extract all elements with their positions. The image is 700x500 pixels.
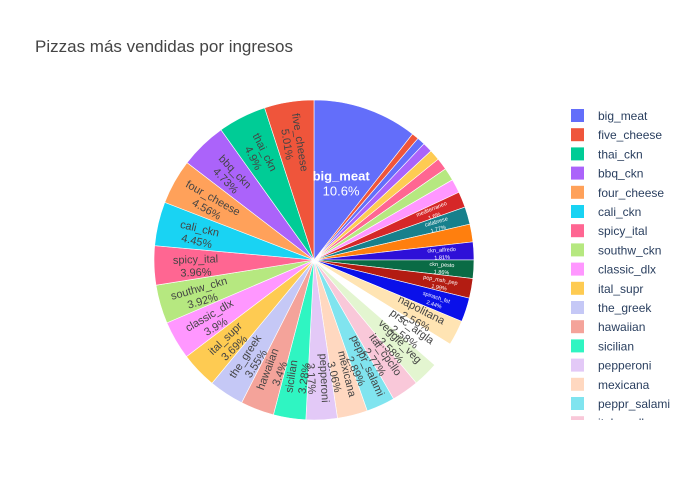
chart-title: Pizzas más vendidas por ingresos (35, 37, 293, 56)
slice-percent-label: 1.81% (434, 255, 450, 262)
slice-percent-label: 3.96% (180, 267, 212, 280)
legend-label-sicilian[interactable]: sicilian (598, 339, 634, 353)
legend-swatch-spicy_ital[interactable] (571, 224, 584, 238)
legend-swatch-classic_dlx[interactable] (571, 262, 584, 276)
slice-name-label: ckn_pesto (429, 262, 454, 269)
legend-swatch-hawaiian[interactable] (571, 320, 584, 334)
slice-percent-label: 3.17% (304, 363, 318, 395)
legend-swatch-five_cheese[interactable] (571, 128, 584, 142)
legend-swatch-big_meat[interactable] (571, 109, 584, 122)
legend-label-spicy_ital[interactable]: spicy_ital (598, 224, 647, 238)
legend-swatch-thai_ckn[interactable] (571, 147, 584, 161)
legend-swatch-mexicana[interactable] (571, 377, 584, 391)
slice-percent-label: 10.6% (323, 183, 360, 198)
legend-swatch-southw_ckn[interactable] (571, 243, 584, 257)
legend-label-cali_ckn[interactable]: cali_ckn (598, 205, 641, 219)
slice-percent-label: 5.01% (278, 128, 295, 161)
pie-slice-five_cheese (264, 99, 315, 261)
legend-label-big_meat[interactable]: big_meat (598, 109, 648, 123)
legend-swatch-the_greek[interactable] (571, 301, 584, 314)
legend-swatch-ital_supr[interactable] (571, 281, 584, 295)
legend-swatch-ital_cpcllo[interactable] (571, 416, 584, 429)
legend-label-thai_ckn[interactable]: thai_ckn (598, 147, 643, 161)
legend-swatch-cali_ckn[interactable] (571, 205, 584, 218)
slice-percent-label: 1.86% (433, 269, 449, 276)
slice-percent-label: 1.6% (428, 212, 442, 222)
legend-label-bbq_ckn[interactable]: bbq_ckn (598, 167, 643, 181)
legend-label-hawaiian[interactable]: hawaiian (598, 320, 645, 334)
legend-swatch-bbq_ckn[interactable] (571, 166, 584, 180)
legend-label-five_cheese[interactable]: five_cheese (598, 128, 662, 142)
legend-swatch-sicilian[interactable] (571, 339, 584, 353)
legend: big_meat five_cheese thai_ckn bbq_ckn four_c… (571, 109, 670, 430)
legend-label-peppr_salami[interactable]: peppr_salami (598, 397, 670, 411)
legend-swatch-four_cheese[interactable] (571, 185, 584, 199)
pie-slice-big_meat (313, 99, 414, 261)
slice-percent-label: 2.44% (426, 300, 443, 311)
legend-label-the_greek[interactable]: the_greek (598, 301, 652, 315)
slice-name-label: big_meat (313, 168, 371, 183)
legend-label-pepperoni[interactable]: pepperoni (598, 359, 651, 373)
legend-label-classic_dlx[interactable]: classic_dlx (598, 263, 656, 277)
legend-label-mexicana[interactable]: mexicana (598, 378, 650, 392)
legend-label-four_cheese[interactable]: four_cheese (598, 186, 664, 200)
legend-swatch-pepperoni[interactable] (571, 358, 584, 372)
slice-name-label: spicy_ital (173, 253, 219, 267)
slice-name-label: ckn_alfredo (427, 247, 456, 255)
legend-swatch-peppr_salami[interactable] (571, 397, 584, 410)
legend-label-ital_cpcllo[interactable]: ital_cpcllo (598, 416, 651, 430)
slice-name-label: sicilian (283, 359, 300, 393)
legend-label-ital_supr[interactable]: ital_supr (598, 282, 643, 296)
pie-slices (153, 99, 475, 421)
slice-percent-label: 1.77% (430, 225, 447, 235)
legend-label-southw_ckn[interactable]: southw_ckn (598, 243, 661, 257)
slice-percent-label: 3.28% (296, 362, 313, 395)
slice-percent-label: 1.99% (431, 284, 448, 293)
slice-name-label: pepperoni (317, 353, 331, 402)
